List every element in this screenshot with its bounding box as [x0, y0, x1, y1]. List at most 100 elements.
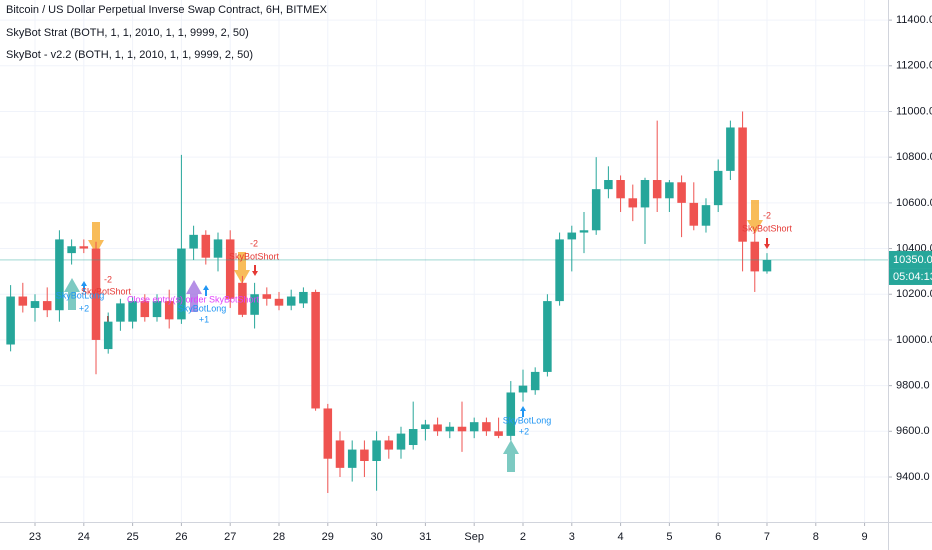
- x-tick-label: 2: [520, 531, 526, 543]
- candle-body: [543, 301, 552, 372]
- small-short-arrow: [764, 238, 770, 249]
- countdown-box: [889, 268, 932, 285]
- candle-body: [152, 301, 162, 318]
- candle-body: [421, 424, 430, 430]
- candle-body: [311, 291, 320, 409]
- y-tick-label: 9800.0: [896, 380, 930, 392]
- candle-body: [238, 282, 247, 315]
- y-tick-label: 11200.0: [896, 60, 932, 72]
- candle-body: [726, 127, 735, 171]
- candle-body: [567, 232, 577, 240]
- candle-body: [677, 182, 686, 203]
- candle-body: [579, 230, 589, 233]
- candle-body: [689, 202, 699, 226]
- x-tick-label: 30: [370, 531, 382, 543]
- candle-body: [347, 449, 357, 468]
- candle-body: [616, 180, 625, 199]
- candle-body: [189, 234, 198, 249]
- candle-body: [750, 241, 760, 272]
- candle-body: [225, 239, 235, 299]
- candle-body: [286, 296, 296, 306]
- signal-annotation: +2: [79, 303, 89, 313]
- candle-body: [128, 301, 137, 322]
- y-tick-label: 10800.0: [896, 151, 932, 163]
- candle-body: [530, 371, 540, 391]
- candle-body: [372, 440, 381, 462]
- candle-body: [42, 301, 52, 311]
- long-arrow: [64, 278, 80, 310]
- candle-body: [55, 239, 64, 311]
- candle-body: [396, 433, 406, 450]
- candle-body: [140, 301, 150, 318]
- x-tick-label: 27: [224, 531, 236, 543]
- candle-body: [250, 294, 259, 315]
- x-tick-label: 9: [862, 531, 868, 543]
- candle-body: [701, 205, 711, 226]
- x-tick-label: 28: [273, 531, 285, 543]
- y-tick-label: 11400.0: [896, 14, 932, 26]
- signal-annotation: +2: [519, 426, 529, 436]
- candle-body: [67, 246, 76, 254]
- signal-annotation: SkyBotShort: [81, 286, 132, 296]
- candle-body: [6, 296, 15, 345]
- signal-arrows: [64, 200, 770, 472]
- candle-body: [640, 180, 650, 208]
- countdown-label: 05:04:13: [893, 271, 932, 283]
- candle-body: [591, 189, 601, 231]
- candle-body: [262, 294, 272, 299]
- y-tick-label: 11000.0: [896, 105, 932, 117]
- candle-body: [360, 449, 369, 462]
- candle-body: [201, 234, 211, 258]
- small-long-arrow: [203, 285, 209, 296]
- candle-body: [604, 180, 613, 190]
- candle-body: [103, 321, 113, 350]
- chart-title: Bitcoin / US Dollar Perpetual Inverse Sw…: [6, 4, 328, 16]
- candle-body: [506, 392, 516, 436]
- signal-annotation: -2: [763, 210, 771, 220]
- candle-body: [323, 408, 333, 459]
- candle-body: [79, 246, 89, 249]
- candle-body: [30, 301, 40, 308]
- candle-body: [274, 298, 284, 306]
- candle-body: [665, 182, 674, 199]
- y-tick-label: 9400.0: [896, 471, 930, 483]
- candle-body: [738, 127, 747, 242]
- y-tick-label: 9600.0: [896, 425, 930, 437]
- short-arrow: [747, 200, 763, 234]
- x-tick-label: 24: [78, 531, 90, 543]
- candle-body: [457, 426, 467, 432]
- x-tick-label: 29: [322, 531, 334, 543]
- candle-body: [164, 301, 174, 320]
- signal-annotation: -2: [104, 274, 112, 284]
- candle-body: [482, 422, 491, 432]
- signal-annotation: SkyBotLong: [178, 303, 227, 313]
- candle-body: [713, 170, 723, 206]
- candle-body: [177, 248, 186, 320]
- candle-body: [494, 431, 503, 436]
- candle-body: [213, 239, 223, 258]
- small-short-arrow: [252, 265, 258, 276]
- x-tick-label: 25: [126, 531, 138, 543]
- candle-body: [555, 239, 564, 302]
- signal-annotation: SkyBotShort: [229, 251, 280, 261]
- long-arrow: [503, 440, 519, 472]
- x-tick-label: 3: [569, 531, 575, 543]
- small-long-arrow: [81, 281, 87, 292]
- signal-annotation: SkyBotShort: [742, 223, 793, 233]
- x-tick-label: 26: [175, 531, 187, 543]
- indicator-legend: SkyBot - v2.2 (BOTH, 1, 1, 2010, 1, 1, 9…: [6, 49, 253, 61]
- signal-annotation: SkyBotLong: [503, 415, 552, 425]
- candle-body: [408, 429, 418, 446]
- x-tick-label: 8: [813, 531, 819, 543]
- candle-body: [445, 426, 455, 432]
- signal-annotation: Close entry(s) order SkyBotShort: [127, 294, 260, 304]
- x-tick-label: Sep: [464, 531, 484, 543]
- candle-body: [335, 440, 345, 468]
- x-tick-label: 23: [29, 531, 41, 543]
- y-tick-label: 10000.0: [896, 334, 932, 346]
- y-tick-label: 10200.0: [896, 288, 932, 300]
- candle-body: [384, 440, 394, 450]
- short-arrow: [88, 222, 104, 254]
- last-price-box: [889, 250, 932, 269]
